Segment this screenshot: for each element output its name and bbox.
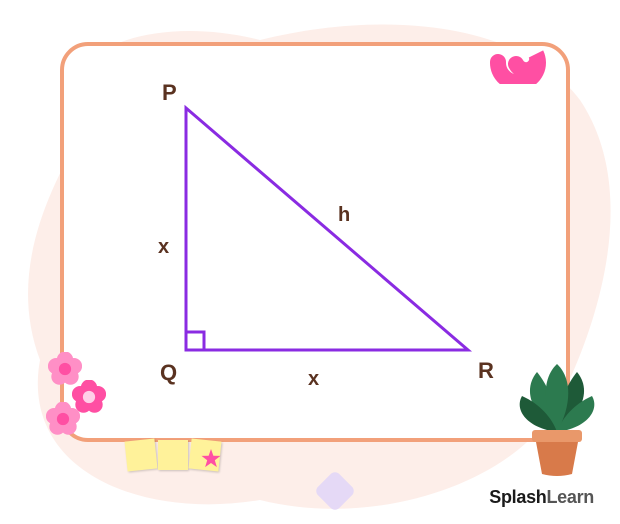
- vertex-label-p: P: [162, 80, 177, 106]
- logo-part2: Learn: [546, 487, 594, 507]
- side-label-pq: x: [158, 236, 169, 259]
- logo-part1: Splash: [489, 487, 546, 507]
- sticky-notes: [126, 440, 222, 475]
- side-label-qr: x: [308, 368, 319, 391]
- side-label-pr: h: [338, 204, 350, 227]
- brand-logo: SplashLearn: [489, 487, 594, 508]
- vertex-label-q: Q: [160, 360, 177, 386]
- vertex-label-r: R: [478, 358, 494, 384]
- sticky-note: [125, 439, 158, 472]
- sticky-note: [158, 440, 188, 470]
- pink-swirl-icon: [486, 24, 556, 84]
- plant-icon: [512, 360, 602, 480]
- flower-icon: [46, 402, 80, 436]
- star-icon: [200, 448, 222, 470]
- triangle-group: [186, 108, 468, 350]
